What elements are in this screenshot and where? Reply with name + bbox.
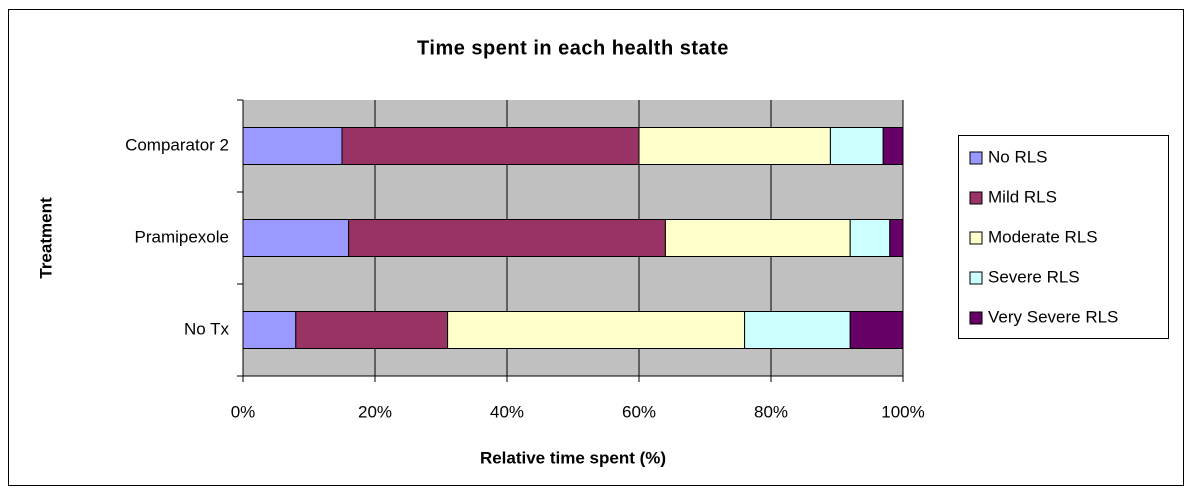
legend-marker xyxy=(969,191,983,205)
x-tick-label: 60% xyxy=(622,402,656,421)
bar-segment xyxy=(849,219,891,257)
legend-label: Mild RLS xyxy=(988,187,1057,206)
y-tick-label: Comparator 2 xyxy=(125,135,229,154)
bar-segment xyxy=(664,219,851,257)
legend-marker xyxy=(969,231,983,245)
bar-segment xyxy=(744,311,851,349)
legend-label: Moderate RLS xyxy=(988,227,1098,246)
x-tick-label: 100% xyxy=(881,402,924,421)
legend-marker xyxy=(969,151,983,165)
y-tick-label: No Tx xyxy=(184,319,230,338)
bar-segment xyxy=(348,219,666,257)
bar-segment xyxy=(341,127,640,165)
x-tick-label: 40% xyxy=(490,402,524,421)
bar-segment xyxy=(242,127,343,165)
x-axis-title: Relative time spent (%) xyxy=(480,448,666,467)
legend-marker xyxy=(969,311,983,325)
legend-box xyxy=(958,135,1169,339)
bar-segment xyxy=(242,311,297,349)
bar-segment xyxy=(295,311,449,349)
legend-label: No RLS xyxy=(988,147,1048,166)
bar-segment xyxy=(447,311,746,349)
x-tick-label: 0% xyxy=(231,402,256,421)
legend-marker xyxy=(969,271,983,285)
y-tick-label: Pramipexole xyxy=(135,227,230,246)
x-tick-label: 80% xyxy=(754,402,788,421)
legend-label: Severe RLS xyxy=(988,267,1080,286)
bar-segment xyxy=(829,127,884,165)
chart-title: Time spent in each health state xyxy=(417,37,729,59)
bar-segment xyxy=(889,219,904,257)
bar-segment xyxy=(849,311,904,349)
bar-segment xyxy=(638,127,831,165)
legend-label: Very Severe RLS xyxy=(988,307,1118,326)
x-tick-label: 20% xyxy=(358,402,392,421)
bar-segment xyxy=(242,219,350,257)
y-axis-title: Treatment xyxy=(36,197,55,279)
bar-segment xyxy=(882,127,904,165)
